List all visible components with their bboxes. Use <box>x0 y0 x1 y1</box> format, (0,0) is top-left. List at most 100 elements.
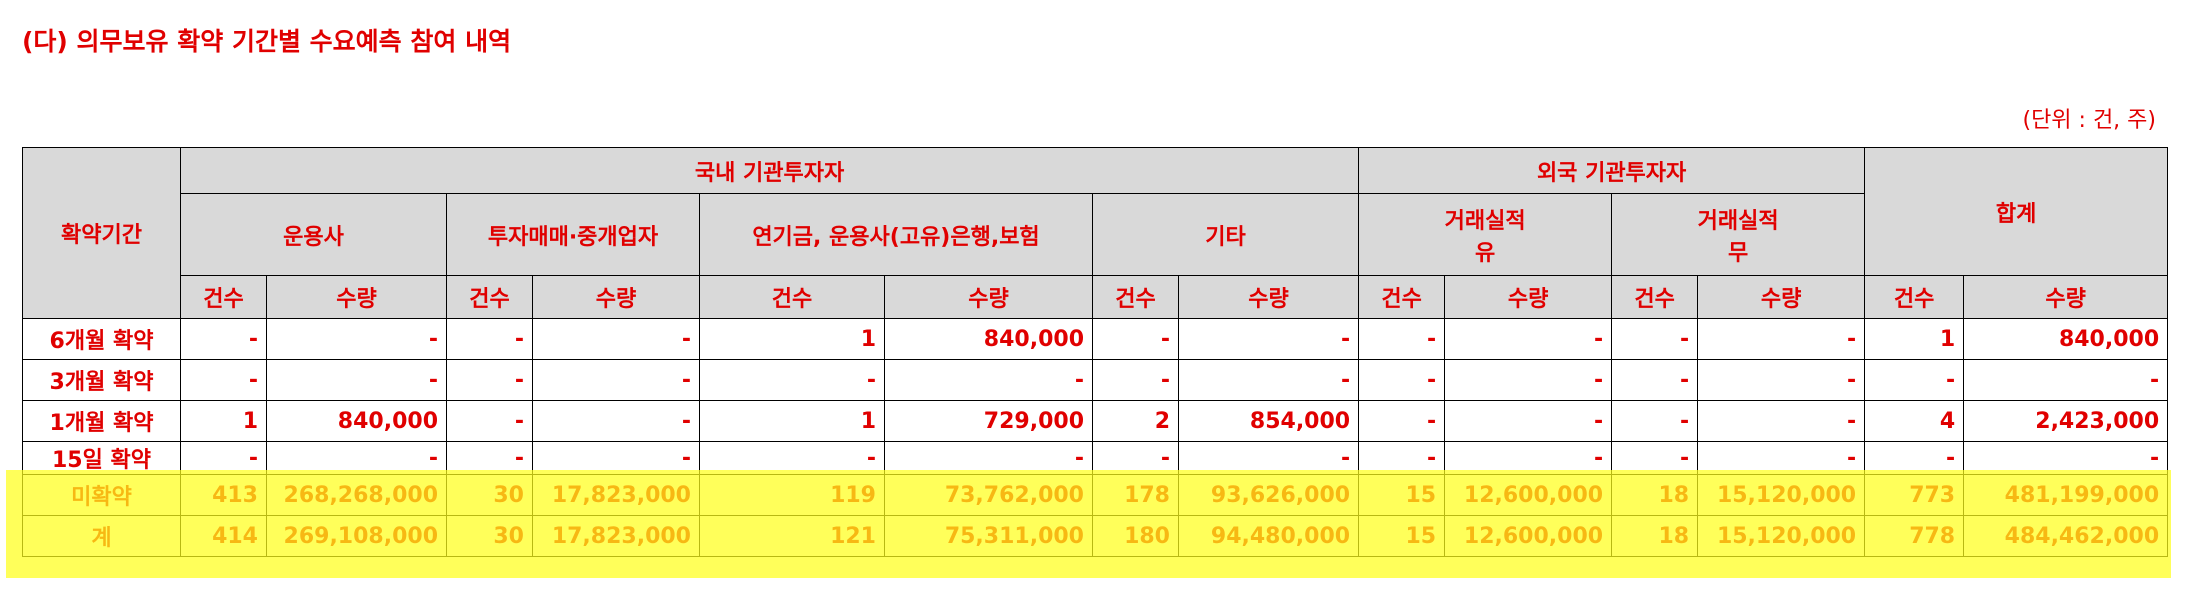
qty-cell: 17,823,000 <box>532 474 700 516</box>
qty-cell: - <box>532 359 700 401</box>
count-cell: 1 <box>699 400 885 442</box>
qty-cell: - <box>1177 441 1360 475</box>
qty-cell: - <box>1177 359 1360 401</box>
row-label: 1개월 확약 <box>22 400 181 442</box>
count-cell: - <box>699 359 885 401</box>
subheader-qty: 수량 <box>1177 275 1360 319</box>
count-cell: - <box>446 400 533 442</box>
count-cell: 4 <box>1864 400 1965 442</box>
row-label: 미확약 <box>22 474 181 516</box>
header-other: 기타 <box>1091 193 1360 276</box>
qty-cell: 269,108,000 <box>266 515 447 557</box>
table-row: 6개월 확약 - - - -1 840,000- - - - - -1 840,000 <box>22 318 2169 360</box>
qty-cell: - <box>532 400 700 442</box>
count-cell: 30 <box>446 515 533 557</box>
subheader-qty: 수량 <box>1697 275 1866 319</box>
qty-cell: - <box>1963 359 2169 401</box>
qty-cell: 12,600,000 <box>1444 515 1613 557</box>
qty-cell: - <box>266 318 447 360</box>
header-brokerage: 투자매매·중개업자 <box>446 193 700 276</box>
count-cell: - <box>446 359 533 401</box>
count-cell: - <box>1358 441 1446 475</box>
subheader-count: 건수 <box>180 275 267 319</box>
qty-cell: - <box>1697 441 1866 475</box>
header-track-no-line1: 거래실적 <box>1697 208 1779 234</box>
table-row: 3개월 확약 - - - - - - - - - - - - - - <box>22 359 2169 401</box>
qty-cell: 268,268,000 <box>266 474 447 516</box>
count-cell: 119 <box>699 474 885 516</box>
count-cell: - <box>446 441 533 475</box>
row-label: 6개월 확약 <box>22 318 181 360</box>
header-track-yes: 거래실적 유 <box>1358 193 1613 276</box>
count-cell: 1 <box>180 400 267 442</box>
count-cell: 121 <box>699 515 885 557</box>
subheader-qty: 수량 <box>884 275 1093 319</box>
qty-cell: - <box>266 441 447 475</box>
count-cell: - <box>1358 359 1446 401</box>
header-asset-mgmt: 운용사 <box>180 193 447 276</box>
table-row: 1개월 확약 1 840,000- -1 729,000 2 854,000- - - -4 2,4… <box>22 400 2169 442</box>
qty-cell: - <box>1697 400 1866 442</box>
count-cell: - <box>180 441 267 475</box>
count-cell: - <box>1864 359 1965 401</box>
count-cell: 1 <box>699 318 885 360</box>
subheader-count: 건수 <box>446 275 533 319</box>
qty-cell: 94,480,000 <box>1177 515 1360 557</box>
row-label: 15일 확약 <box>22 441 181 475</box>
qty-cell: 840,000 <box>884 318 1093 360</box>
count-cell: 413 <box>180 474 267 516</box>
qty-cell: 854,000 <box>1177 400 1360 442</box>
qty-cell: 729,000 <box>884 400 1093 442</box>
subheader-qty: 수량 <box>1963 275 2169 319</box>
qty-cell: - <box>1444 318 1613 360</box>
count-cell: - <box>1092 359 1179 401</box>
count-cell: - <box>1611 400 1699 442</box>
count-cell: - <box>1611 359 1699 401</box>
qty-cell: - <box>532 318 700 360</box>
qty-cell: 840,000 <box>266 400 447 442</box>
qty-cell: - <box>884 359 1093 401</box>
count-cell: 30 <box>446 474 533 516</box>
table-row: 15일 확약 - - - - - - - - - - - - - - <box>22 441 2169 475</box>
count-cell: - <box>1358 318 1446 360</box>
qty-cell: - <box>884 441 1093 475</box>
count-cell: 414 <box>180 515 267 557</box>
unit-note: (단위 : 건, 주) <box>2022 108 2156 133</box>
count-cell: - <box>1358 400 1446 442</box>
count-cell: 1 <box>1864 318 1965 360</box>
count-cell: 178 <box>1092 474 1179 516</box>
qty-cell: 17,823,000 <box>532 515 700 557</box>
qty-cell: 840,000 <box>1963 318 2169 360</box>
qty-cell: 12,600,000 <box>1444 474 1613 516</box>
header-foreign: 외국 기관투자자 <box>1358 147 1866 194</box>
count-cell: - <box>180 318 267 360</box>
header-track-no: 거래실적 무 <box>1611 193 1866 276</box>
count-cell: - <box>1092 441 1179 475</box>
count-cell: 18 <box>1611 474 1699 516</box>
count-cell: - <box>1864 441 1965 475</box>
subheader-count: 건수 <box>1358 275 1446 319</box>
count-cell: 2 <box>1092 400 1179 442</box>
qty-cell: - <box>1697 318 1866 360</box>
subheader-count: 건수 <box>1092 275 1179 319</box>
qty-cell: - <box>1963 441 2169 475</box>
subheader-qty: 수량 <box>1444 275 1613 319</box>
row-label: 3개월 확약 <box>22 359 181 401</box>
subheader-count: 건수 <box>699 275 885 319</box>
count-cell: - <box>699 441 885 475</box>
qty-cell: 2,423,000 <box>1963 400 2169 442</box>
header-total: 합계 <box>1864 147 2169 276</box>
header-period: 확약기간 <box>22 147 181 319</box>
row-label: 계 <box>22 515 181 557</box>
subheader-count: 건수 <box>1611 275 1699 319</box>
qty-cell: 15,120,000 <box>1697 515 1866 557</box>
qty-cell: 15,120,000 <box>1697 474 1866 516</box>
count-cell: 180 <box>1092 515 1179 557</box>
count-cell: 778 <box>1864 515 1965 557</box>
table-row: 미확약 413 268,268,000 30 17,823,000 119 73,762,0… <box>22 474 2169 516</box>
header-track-no-line2: 무 <box>1727 240 1749 266</box>
header-track-yes-line2: 유 <box>1474 240 1496 266</box>
qty-cell: 75,311,000 <box>884 515 1093 557</box>
qty-cell: - <box>1444 441 1613 475</box>
qty-cell: - <box>1444 400 1613 442</box>
